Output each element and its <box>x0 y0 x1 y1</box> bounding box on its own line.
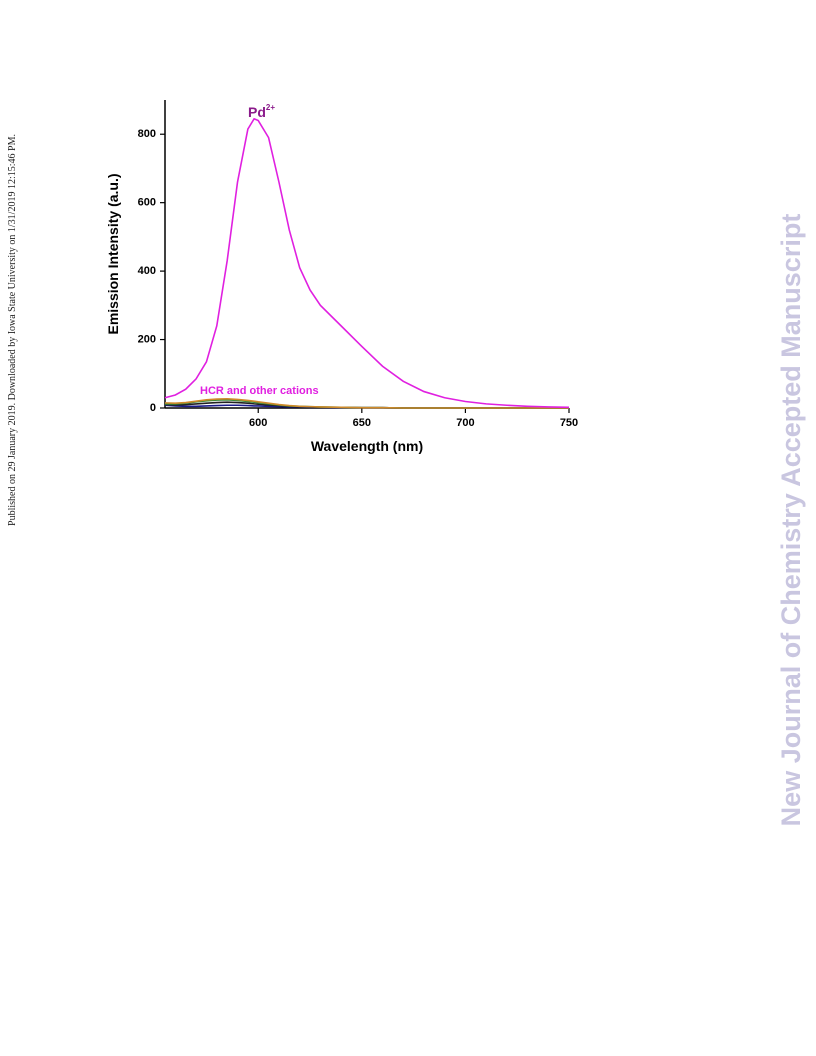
y-tick-label: 600 <box>138 197 156 209</box>
x-axis-label: Wavelength (nm) <box>311 438 423 454</box>
x-tick-label: 700 <box>456 417 474 429</box>
series-line <box>165 398 569 409</box>
x-tick-label: 600 <box>249 417 267 429</box>
x-tick-label: 650 <box>353 417 371 429</box>
watermark: New Journal of Chemistry Accepted Manusc… <box>776 214 806 827</box>
y-tick-label: 800 <box>138 128 156 140</box>
y-axis-label: Emission Intensity (a.u.) <box>105 173 121 334</box>
x-tick-label: 750 <box>560 417 578 429</box>
peak-label: Pd2+ <box>248 103 275 120</box>
series-line <box>164 397 569 409</box>
series-line <box>164 117 570 409</box>
chart: 0 200 400 600 800 600 650 700 750 Wavelength (nm)… <box>105 100 578 454</box>
y-tick-label: 200 <box>138 333 156 345</box>
y-tick-label: 0 <box>150 402 156 414</box>
peak-label-text: Pd <box>248 104 266 120</box>
cations-label: HCR and other cations <box>200 385 319 397</box>
y-tick-label: 400 <box>138 265 156 277</box>
peak-label-sup: 2+ <box>266 103 275 112</box>
sidebar: Published on 29 January 2019. Downloaded… <box>7 134 18 526</box>
